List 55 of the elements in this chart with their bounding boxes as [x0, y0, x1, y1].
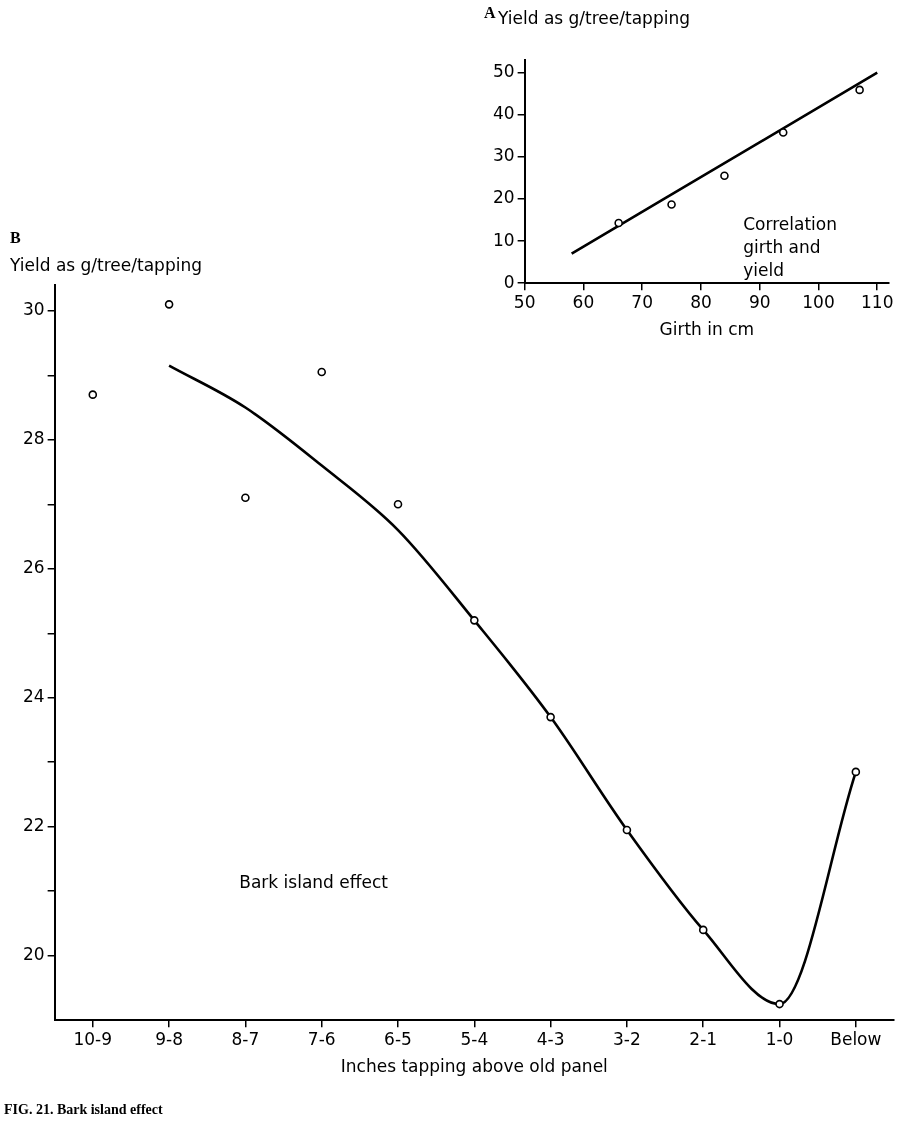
chart-title: B — [10, 229, 21, 246]
point — [88, 390, 98, 399]
x-tick-label: 7-6 — [307, 1028, 336, 1049]
point — [851, 767, 861, 777]
point — [778, 128, 788, 137]
x-tick-label: 80 — [690, 291, 712, 312]
x-tick-label: 5-4 — [460, 1028, 489, 1049]
point — [241, 493, 250, 503]
x-tick-label: 100 — [802, 291, 835, 312]
x-axis-title: Girth in cm — [659, 319, 755, 340]
chart-title: A — [484, 4, 496, 21]
point — [393, 499, 403, 509]
x-tick-label: 70 — [631, 291, 653, 312]
point — [546, 712, 555, 722]
x-tick-label: Below — [830, 1028, 882, 1049]
y-tick-label: 28 — [22, 428, 45, 449]
point — [667, 200, 676, 209]
y-tick-label: 40 — [492, 103, 515, 124]
x-tick-label: 2-1 — [689, 1028, 718, 1049]
point — [698, 925, 708, 935]
y-tick-label: 10 — [492, 229, 515, 250]
annotation: Bark island effect — [239, 871, 389, 892]
x-tick-label: 110 — [861, 291, 894, 312]
point — [164, 300, 174, 309]
caption: FIG. 21. Bark island effect — [4, 1102, 163, 1117]
x-tick-label: 4-3 — [536, 1028, 565, 1049]
y-axis-title: Yield as g/tree/tapping — [497, 8, 690, 28]
point — [720, 171, 729, 181]
x-tick-label: 1-0 — [765, 1028, 794, 1049]
y-tick-label: 50 — [492, 61, 515, 82]
y-tick-label: 20 — [492, 187, 515, 208]
point — [317, 367, 326, 377]
y-tick-label: 24 — [22, 686, 45, 707]
x-tick-label: 50 — [513, 291, 536, 312]
y-axis-title: Yield as g/tree/tapping — [9, 255, 202, 275]
x-tick-label: 60 — [572, 291, 595, 312]
x-tick-label: 6-5 — [384, 1028, 412, 1049]
y-tick-label: 30 — [492, 145, 515, 166]
y-tick-label: 30 — [22, 299, 45, 320]
point — [614, 218, 623, 228]
point — [775, 999, 784, 1009]
x-tick-label: 10-9 — [73, 1028, 113, 1049]
x-axis-title: Inches tapping above old panel — [340, 1056, 608, 1077]
point — [470, 616, 479, 625]
annotation: Correlation girth and yield — [743, 213, 837, 280]
point — [622, 825, 632, 835]
y-tick-label: 20 — [22, 944, 45, 965]
x-tick-label: 9-8 — [155, 1028, 183, 1049]
x-tick-label: 90 — [748, 291, 771, 312]
x-tick-label: 3-2 — [613, 1028, 641, 1049]
y-tick-label: 26 — [22, 557, 45, 578]
y-tick-label: 0 — [503, 271, 515, 292]
x-tick-label: 8-7 — [231, 1028, 260, 1049]
point — [855, 85, 864, 95]
y-tick-label: 22 — [22, 815, 45, 836]
